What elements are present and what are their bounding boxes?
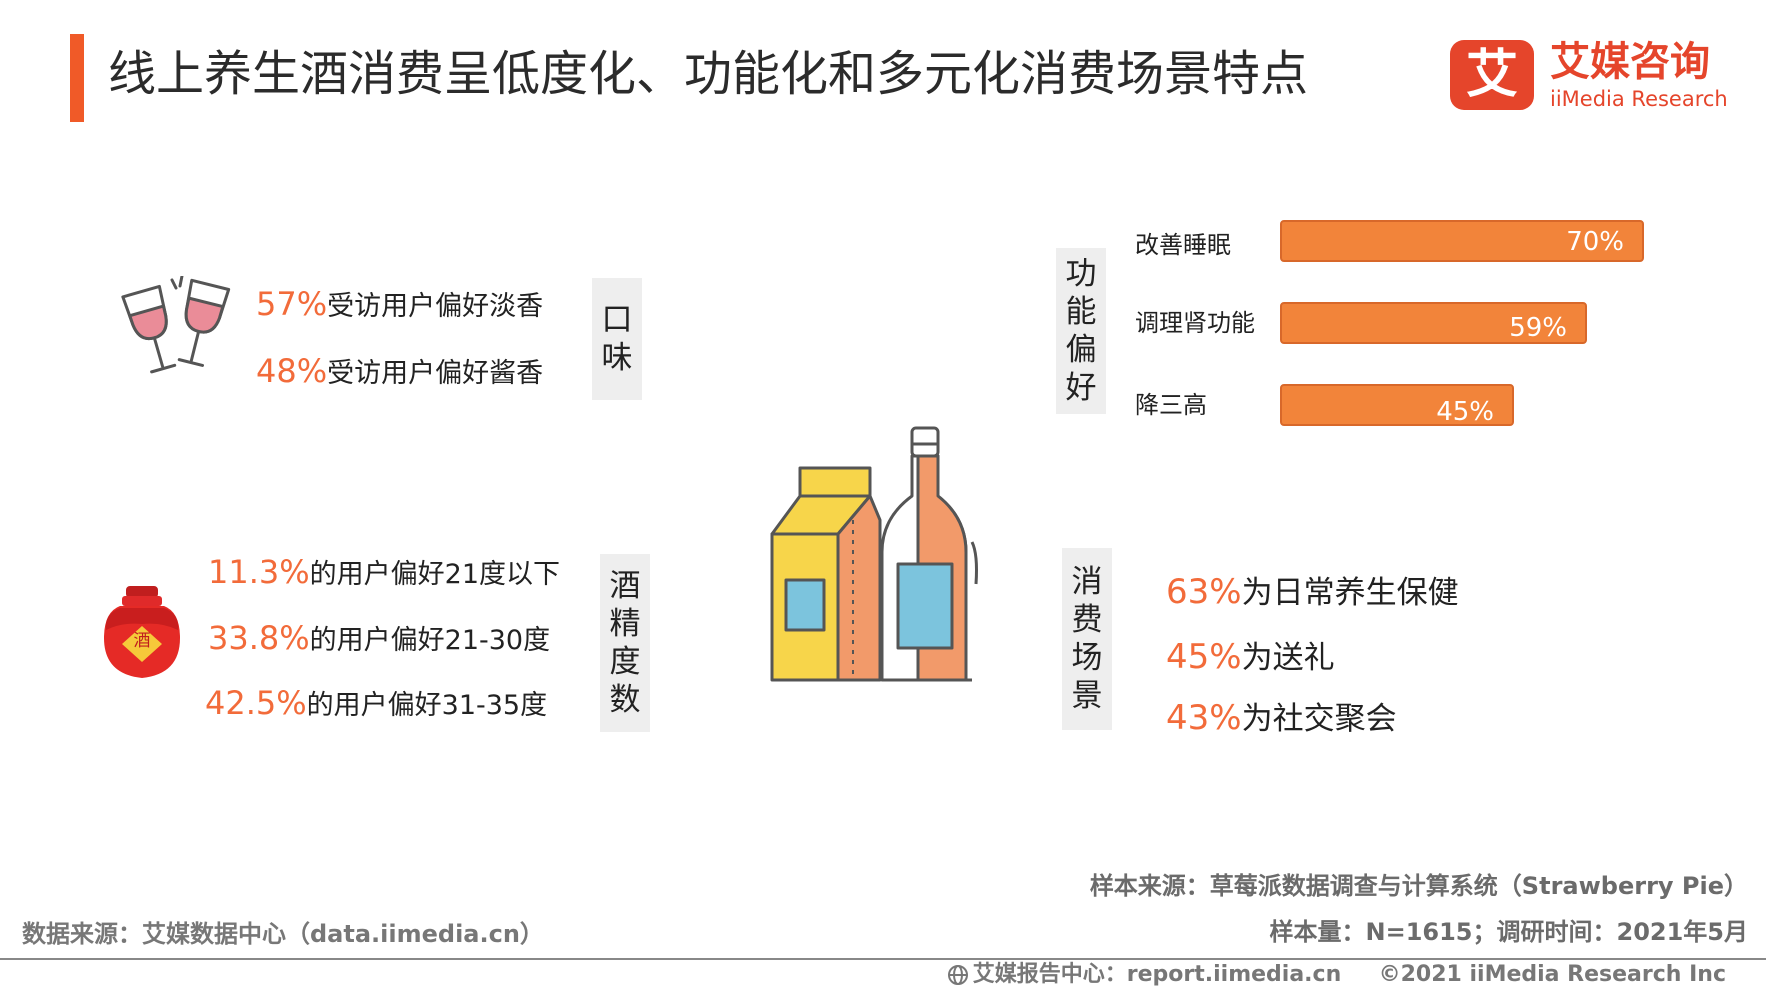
- alcohol-tag-char-1: 酒: [609, 568, 641, 604]
- alcohol-tag-char-4: 数: [609, 682, 641, 718]
- scene-stat-3: 43%为社交聚会: [1166, 696, 1397, 741]
- bar: [1280, 220, 1644, 262]
- taste-tag-char-2: 味: [601, 340, 633, 376]
- alcohol-tag: 酒 精 度 数: [600, 554, 650, 732]
- bar: [1280, 384, 1514, 426]
- alcohol-stat-1-pct: 11.3%: [208, 553, 310, 591]
- bar: [1280, 302, 1587, 344]
- sample-size: 样本量：N=1615；调研时间：2021年5月: [1269, 918, 1749, 946]
- brand-logo: 艾 艾媒咨询 iiMedia Research: [1450, 40, 1740, 114]
- scene-stat-3-pct: 43%: [1166, 698, 1242, 738]
- data-source: 数据来源：艾媒数据中心（data.iimedia.cn）: [22, 920, 544, 948]
- scene-stat-1: 63%为日常养生保健: [1166, 570, 1459, 615]
- bottles-illustration: [770, 426, 978, 682]
- alcohol-stat-1: 11.3%的用户偏好21度以下: [208, 552, 560, 595]
- title-accent-bar: [70, 34, 84, 122]
- function-tag-char-2: 能: [1065, 294, 1097, 330]
- logo-cn-text: 艾媒咨询: [1550, 39, 1710, 85]
- logo-mark: [1450, 40, 1534, 110]
- footer-divider: [0, 958, 1766, 960]
- alcohol-stat-1-text: 的用户偏好21度以下: [309, 559, 561, 590]
- globe-icon: [947, 965, 968, 985]
- footer-credits: 艾媒报告中心：report.iimedia.cn ©2021 iiMedia R…: [947, 960, 1726, 990]
- bar-value-label: 59%: [1509, 313, 1567, 343]
- liquor-jar-icon: [104, 586, 180, 678]
- page-title: 线上养生酒消费呈低度化、功能化和多元化消费场景特点: [108, 46, 1309, 102]
- function-tag-char-1: 功: [1065, 256, 1097, 292]
- taste-stat-2-pct: 48%: [256, 352, 328, 390]
- alcohol-stat-3-text: 的用户偏好31-35度: [306, 690, 548, 721]
- taste-stat-2-text: 受访用户偏好酱香: [327, 358, 544, 389]
- alcohol-stat-2: 33.8%的用户偏好21-30度: [208, 618, 550, 661]
- scene-stat-3-text: 为社交聚会: [1241, 701, 1397, 737]
- scene-stat-1-text: 为日常养生保健: [1241, 575, 1459, 611]
- function-tag: 功 能 偏 好: [1056, 248, 1106, 414]
- taste-stat-1: 57%受访用户偏好淡香: [256, 284, 543, 327]
- bar-value-label: 45%: [1436, 397, 1494, 427]
- scene-stat-1-pct: 63%: [1166, 572, 1242, 612]
- scene-tag: 消 费 场 景: [1062, 548, 1112, 730]
- alcohol-tag-char-2: 精: [609, 606, 641, 642]
- wine-glasses-icon: [121, 276, 231, 374]
- bar-label: 改善睡眠: [1135, 231, 1231, 259]
- logo-mark-char: 艾: [1465, 45, 1518, 105]
- report-center-link[interactable]: 艾媒报告中心：report.iimedia.cn: [972, 962, 1342, 987]
- bar-label: 降三高: [1135, 391, 1207, 419]
- taste-tag-char-1: 口: [601, 302, 633, 338]
- function-tag-char-4: 好: [1065, 370, 1097, 406]
- alcohol-stat-2-text: 的用户偏好21-30度: [309, 625, 551, 656]
- scene-stat-2: 45%为送礼: [1166, 635, 1335, 680]
- scene-tag-char-1: 消: [1071, 564, 1103, 600]
- copyright: ©2021 iiMedia Research Inc: [1378, 962, 1726, 987]
- bar-value-label: 70%: [1566, 227, 1624, 257]
- bar-label: 调理肾功能: [1135, 309, 1255, 337]
- taste-tag: 口 味: [592, 278, 642, 400]
- scene-stat-2-pct: 45%: [1166, 637, 1242, 677]
- function-tag-char-3: 偏: [1065, 332, 1097, 368]
- alcohol-stat-3: 42.5%的用户偏好31-35度: [205, 683, 547, 726]
- scene-tag-char-4: 景: [1071, 678, 1103, 714]
- alcohol-stat-3-pct: 42.5%: [205, 684, 307, 722]
- scene-stat-2-text: 为送礼: [1241, 640, 1335, 676]
- taste-stat-1-text: 受访用户偏好淡香: [327, 291, 544, 322]
- logo-en-text: iiMedia Research: [1550, 87, 1728, 111]
- taste-stat-2: 48%受访用户偏好酱香: [256, 351, 543, 394]
- scene-tag-char-3: 场: [1071, 640, 1103, 676]
- alcohol-tag-char-3: 度: [609, 644, 641, 680]
- jar-label: 酒: [133, 631, 151, 651]
- scene-tag-char-2: 费: [1071, 602, 1103, 638]
- alcohol-stat-2-pct: 33.8%: [208, 619, 310, 657]
- taste-stat-1-pct: 57%: [256, 285, 328, 323]
- sample-source: 样本来源：草莓派数据调查与计算系统（Strawberry Pie）: [1089, 872, 1748, 900]
